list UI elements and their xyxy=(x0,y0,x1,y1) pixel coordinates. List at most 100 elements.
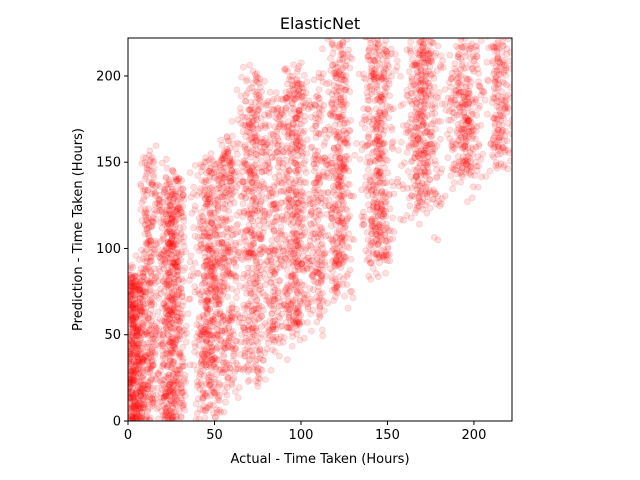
data-point xyxy=(129,304,137,312)
data-point xyxy=(200,263,208,270)
data-point xyxy=(128,271,136,279)
data-point xyxy=(140,331,148,338)
data-point xyxy=(144,314,152,322)
data-point xyxy=(134,406,142,413)
data-point xyxy=(141,257,149,265)
data-point xyxy=(128,328,133,336)
data-point xyxy=(148,347,156,355)
data-point xyxy=(134,402,142,410)
data-point xyxy=(203,352,211,360)
data-point xyxy=(144,219,152,227)
data-point xyxy=(137,307,145,315)
data-point xyxy=(181,264,189,272)
data-point xyxy=(135,389,143,397)
data-point xyxy=(139,286,147,294)
data-point xyxy=(176,326,184,334)
data-point xyxy=(318,277,326,285)
data-point xyxy=(188,265,196,273)
data-point xyxy=(130,392,137,400)
data-point xyxy=(136,290,144,298)
data-point xyxy=(128,273,136,281)
data-point xyxy=(367,56,375,64)
data-point xyxy=(132,299,139,307)
data-point xyxy=(198,167,205,175)
data-point xyxy=(142,154,150,162)
data-point xyxy=(162,373,170,381)
data-point xyxy=(247,98,255,106)
data-point xyxy=(134,353,142,361)
data-point xyxy=(179,223,187,231)
data-point xyxy=(149,402,157,409)
data-point xyxy=(128,415,133,421)
data-point xyxy=(130,402,138,410)
data-point xyxy=(382,75,390,83)
data-point xyxy=(136,345,144,353)
data-point xyxy=(217,263,225,271)
data-point xyxy=(190,183,198,191)
data-point xyxy=(128,310,135,318)
data-point xyxy=(128,376,136,384)
data-point xyxy=(131,300,139,308)
data-point xyxy=(147,237,155,245)
data-point xyxy=(381,147,389,155)
data-point xyxy=(154,308,162,316)
data-point xyxy=(429,89,437,97)
data-point xyxy=(129,349,137,357)
data-point xyxy=(135,340,142,348)
data-point xyxy=(343,217,350,225)
data-point xyxy=(171,260,178,267)
data-point xyxy=(149,349,157,357)
data-point xyxy=(147,338,155,346)
data-point xyxy=(128,416,136,421)
data-point xyxy=(234,228,242,236)
data-point xyxy=(130,409,138,417)
data-point xyxy=(128,394,135,402)
data-point xyxy=(434,192,442,200)
data-point xyxy=(345,46,352,54)
data-point xyxy=(145,240,153,248)
data-point xyxy=(364,133,372,141)
data-point xyxy=(397,102,405,110)
data-point xyxy=(148,324,156,332)
data-point xyxy=(281,67,289,74)
data-point xyxy=(404,92,412,100)
data-point xyxy=(135,326,142,333)
data-point xyxy=(149,246,157,253)
data-point xyxy=(158,159,166,167)
data-point xyxy=(128,368,135,376)
data-point xyxy=(410,154,418,162)
data-point xyxy=(146,147,154,155)
data-point xyxy=(209,323,217,331)
data-point xyxy=(129,396,137,403)
data-point xyxy=(423,198,431,206)
data-point xyxy=(209,249,217,257)
data-point xyxy=(280,112,287,119)
data-point xyxy=(208,219,216,227)
data-point xyxy=(141,316,149,324)
data-point xyxy=(144,238,152,246)
data-point xyxy=(137,205,145,213)
data-point xyxy=(151,206,158,214)
data-point xyxy=(166,193,174,201)
data-point xyxy=(272,89,280,96)
data-point xyxy=(151,210,158,218)
data-point xyxy=(134,327,142,334)
data-point xyxy=(130,336,138,344)
data-point xyxy=(408,98,415,105)
data-point xyxy=(149,357,157,365)
data-point xyxy=(133,415,140,421)
data-point xyxy=(261,281,269,289)
data-point xyxy=(132,373,140,381)
data-point xyxy=(377,93,385,101)
data-point xyxy=(257,232,265,239)
data-point xyxy=(261,261,269,268)
data-point xyxy=(439,64,447,71)
data-point xyxy=(128,393,133,401)
data-point xyxy=(266,253,274,261)
data-point xyxy=(128,298,133,306)
data-point xyxy=(130,304,138,312)
data-point xyxy=(136,328,144,335)
data-point xyxy=(294,65,302,73)
data-point xyxy=(139,354,147,362)
data-point xyxy=(199,330,206,338)
